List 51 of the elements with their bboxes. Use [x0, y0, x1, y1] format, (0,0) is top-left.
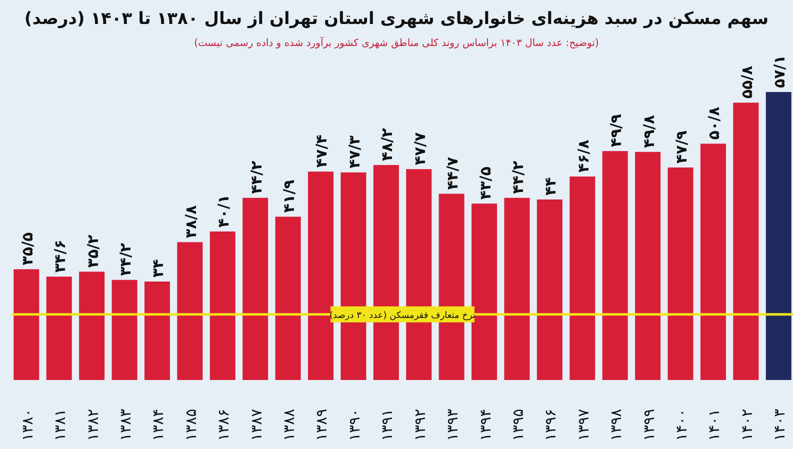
data-label: ۳۴/۶ [51, 240, 70, 273]
data-label: ۴۹/۹ [607, 114, 626, 148]
x-tick-label: ۱۳۸۵ [182, 408, 200, 441]
x-tick-label: ۱۳۹۰ [345, 408, 364, 441]
x-tick-label: ۱۳۹۷ [574, 408, 592, 441]
data-label: ۳۵/۵ [18, 232, 36, 266]
x-tick-label: ۱۳۸۴ [149, 408, 168, 441]
x-tick-label: ۱۳۹۶ [542, 408, 560, 441]
x-tick-label: ۱۳۹۴ [476, 408, 494, 441]
data-label: ۴۴/۲ [508, 160, 527, 194]
data-label: ۴۹/۸ [640, 114, 658, 148]
x-tick-label: ۱۴۰۱ [705, 408, 724, 441]
data-label: ۴۱/۹ [280, 180, 298, 213]
data-label: ۳۴ [149, 259, 168, 278]
data-label: ۴۷/۹ [672, 130, 690, 164]
data-label: ۴۶/۸ [574, 140, 592, 173]
x-tick-label: ۱۳۹۲ [410, 408, 429, 441]
data-label: ۴۴/۷ [444, 156, 462, 190]
data-label: ۴۸/۲ [378, 128, 396, 162]
data-label: ۳۴/۲ [116, 242, 135, 276]
data-label: ۵۷/۱ [770, 55, 789, 88]
x-tick-label: ۱۳۸۱ [51, 408, 70, 441]
data-label: ۴۴/۲ [247, 160, 266, 194]
x-tick-label: ۱۳۸۳ [116, 408, 135, 441]
x-tick-label: ۱۴۰۲ [738, 408, 756, 441]
x-tick-label: ۱۳۹۸ [607, 408, 626, 441]
data-label: ۴۷/۴ [312, 134, 331, 168]
data-label: ۳۸/۸ [182, 205, 200, 238]
data-label: ۴۷/۳ [345, 135, 364, 168]
x-tick-label: ۱۳۸۸ [280, 408, 298, 441]
x-tick-label: ۱۳۸۶ [214, 408, 233, 441]
chart-title: سهم مسکن در سبد هزینه‌ای خانوارهای شهری استان تهران از سال ۱۳۸۰ تا ۱۴۰۳ (درصد) [24, 9, 769, 29]
data-label: ۴۰/۱ [214, 194, 233, 228]
x-tick-label: ۱۳۸۰ [18, 408, 36, 441]
x-tick-label: ۱۳۸۹ [312, 408, 331, 441]
data-label: ۴۷/۷ [410, 132, 429, 166]
data-label: ۴۴ [542, 177, 560, 196]
x-tick-label: ۱۳۹۱ [378, 408, 396, 441]
x-tick-label: ۱۴۰۳ [770, 408, 789, 441]
x-tick-label: ۱۴۰۰ [672, 408, 690, 441]
data-label: ۴۳/۵ [476, 166, 494, 200]
x-tick-label: ۱۳۹۵ [508, 408, 527, 441]
ref-line-label: نرخ متعارف فقرمسکن (عدد ۳۰ درصد) [330, 310, 476, 321]
x-tick-label: ۱۳۸۲ [84, 408, 102, 441]
data-label: ۳۵/۲ [84, 234, 102, 268]
data-label: ۵۰/۸ [705, 106, 724, 140]
x-tick-label: ۱۳۸۷ [247, 408, 266, 441]
chart-subtitle: (توضیح: عدد سال ۱۴۰۳ براساس روند کلی مناطق شهری کشور برآورد شده و داده رسمی نیست) [194, 36, 600, 49]
data-label: ۵۵/۸ [738, 66, 756, 99]
x-tick-label: ۱۳۹۹ [640, 408, 658, 441]
x-tick-label: ۱۳۹۳ [444, 408, 462, 441]
